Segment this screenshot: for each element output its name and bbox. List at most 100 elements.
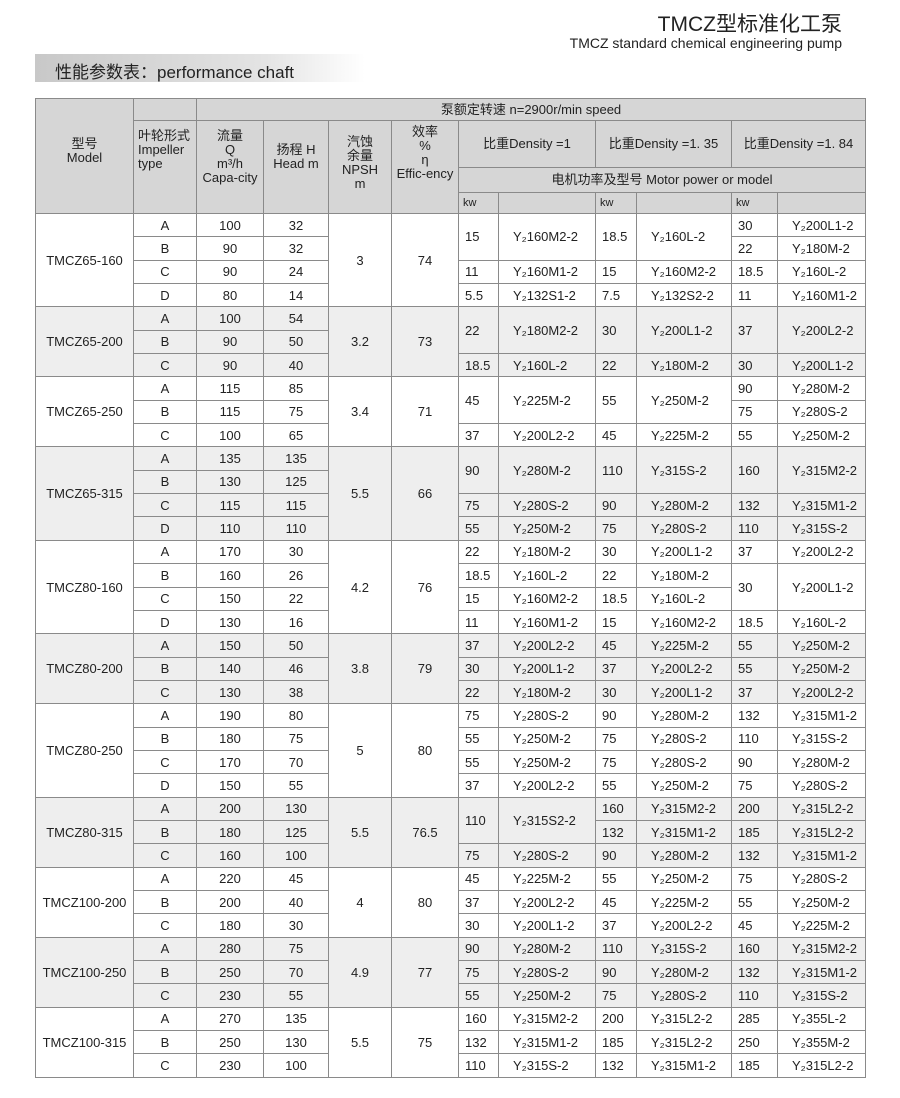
motor-kw-cell: 110	[595, 446, 637, 495]
impeller-type-cell: B	[133, 819, 197, 845]
motor-model-cell: Y₂200L1-2	[498, 913, 596, 938]
motor-model-cell: Y₂250M-2	[636, 773, 732, 798]
motor-model-cell: Y₂180M-2	[776, 236, 867, 261]
motor-kw-cell: 55	[595, 376, 637, 425]
table-row: TMCZ80-160 A 170 30 4.2 76 22 Y₂180M-2 30 Y₂200L1…	[35, 539, 867, 635]
motor-model-cell: Y₂250M-2	[776, 423, 867, 448]
npsh-cell: 5.5	[328, 1006, 392, 1078]
motor-kw-cell: 55	[731, 423, 778, 448]
motor-model-cell: Y₂160M1-2	[498, 259, 596, 285]
motor-model-cell: Y₂225M-2	[636, 423, 732, 448]
table-row: TMCZ65-250 A 115 85 3.4 71 45 Y₂225M-2 55 Y₂250M-…	[35, 376, 867, 448]
motor-model-cell: Y₂200L1-2	[498, 656, 596, 681]
model-cell: TMCZ80-160	[35, 539, 134, 635]
impeller-type-cell: D	[133, 516, 197, 541]
section-header: 性能参数表：performance chaft	[35, 54, 365, 82]
efficiency-cell: 74	[391, 212, 459, 308]
head-cell: 40	[263, 353, 329, 378]
table-row: TMCZ80-315 A 200 130 5.5 76.5 110 Y₂315S2-2 160 Y…	[35, 796, 867, 868]
motor-model-cell: Y₂225M-2	[636, 889, 732, 915]
motor-kw-cell: 110	[731, 516, 778, 541]
head-cell: 130	[263, 1030, 329, 1055]
motor-model-cell: Y₂280S-2	[636, 749, 732, 775]
motor-model-cell: Y₂200L2-2	[498, 423, 596, 448]
page-subtitle: TMCZ standard chemical engineering pump	[569, 35, 842, 51]
table-row: B 130 125	[36, 469, 866, 495]
motor-model-cell: Y₂200L1-2	[636, 306, 732, 355]
impeller-type-cell: D	[133, 773, 197, 798]
impeller-type-cell: B	[133, 329, 197, 355]
impeller-type-cell: C	[133, 586, 197, 611]
impeller-type-cell: B	[133, 726, 197, 751]
impeller-type-cell: C	[133, 913, 197, 938]
table-row: B 90 32 22 Y₂180M-2	[36, 236, 867, 261]
motor-kw-cell: 37	[731, 679, 778, 705]
motor-model-cell: Y₂225M-2	[498, 376, 596, 425]
motor-model-cell: Y₂280S-2	[636, 726, 732, 751]
motor-kw-cell: 75	[458, 843, 499, 868]
motor-model-cell: Y₂315S-2	[776, 516, 867, 541]
motor-kw-cell: 18.5	[458, 563, 499, 588]
model-cell: TMCZ80-315	[35, 796, 134, 868]
motor-model-cell: Y₂315L2-2	[776, 819, 867, 845]
motor-model-cell: Y₂280S-2	[498, 959, 596, 985]
head-cell: 50	[263, 633, 329, 658]
motor-kw-cell: 90	[595, 959, 637, 985]
impeller-type-cell: A	[133, 1006, 197, 1032]
motor-model-cell: Y₂280M-2	[776, 376, 867, 401]
table-row: C 90 40 18.5 Y₂160L-2 22 Y₂180M-2 30 Y₂200L1-2	[36, 353, 867, 378]
motor-kw-cell: 37	[458, 423, 499, 448]
capacity-cell: 170	[196, 539, 264, 565]
table-row: B 250 130 132 Y₂315M1-2 185 Y₂315L2-2 250 Y₂355M…	[36, 1030, 867, 1055]
motor-kw-cell: 132	[458, 1030, 499, 1055]
table-row: B 90 50	[36, 329, 866, 355]
col-header-model: 型号 Model	[35, 98, 134, 214]
motor-model-cell: Y₂250M-2	[498, 983, 596, 1008]
motor-kw-cell: 45	[595, 633, 637, 658]
impeller-type-cell: C	[133, 423, 197, 448]
motor-kw-cell: 55	[731, 656, 778, 681]
capacity-cell: 230	[196, 983, 264, 1008]
motor-model-cell: Y₂180M-2	[636, 563, 732, 588]
page-title: TMCZ型标准化工泵	[657, 13, 842, 36]
head-cell: 75	[263, 726, 329, 751]
motor-kw-cell: 285	[731, 1006, 778, 1032]
impeller-type-cell: D	[133, 609, 197, 635]
motor-model-cell: Y₂250M-2	[636, 866, 732, 891]
table-row: TMCZ80-200 A 150 50 3.8 79 37 Y₂200L2-2 45 Y₂225M…	[35, 633, 867, 705]
kw-header: kw	[595, 192, 637, 214]
density-135-header: 比重Density =1. 35	[595, 120, 732, 168]
section-title: 性能参数表：performance chaft	[55, 63, 295, 82]
efficiency-cell: 71	[391, 376, 459, 448]
motor-model-cell: Y₂280S-2	[636, 516, 732, 541]
motor-model-cell: Y₂315M2-2	[776, 936, 867, 962]
motor-model-cell: Y₂315M1-2	[636, 1053, 732, 1078]
motor-kw-cell: 160	[731, 936, 778, 962]
capacity-cell: 150	[196, 633, 264, 658]
speed-header: 泵额定转速 n=2900r/min speed	[195, 98, 867, 121]
head-cell: 65	[263, 423, 329, 448]
motor-kw-cell: 37	[458, 633, 499, 658]
capacity-cell: 170	[196, 749, 264, 775]
capacity-cell: 250	[196, 1030, 264, 1055]
motor-model-cell: Y₂280S-2	[498, 493, 596, 518]
motor-model-cell: Y₂315M2-2	[498, 1006, 596, 1032]
impeller-type-cell: A	[133, 796, 197, 821]
table-row: B 250 70 75 Y₂280S-2 90 Y₂280M-2 132 Y₂315M1-2	[36, 959, 867, 985]
motor-model-cell: Y₂315M1-2	[776, 703, 867, 728]
motor-kw-cell: 55	[595, 773, 637, 798]
head-cell: 75	[263, 399, 329, 425]
motor-model-cell: Y₂250M-2	[498, 516, 596, 541]
motor-kw-cell: 15	[458, 213, 499, 261]
efficiency-cell: 75	[391, 1006, 459, 1078]
motor-model-cell: Y₂132S2-2	[636, 283, 732, 308]
efficiency-cell: 66	[391, 446, 459, 541]
motor-kw-cell: 37	[731, 539, 778, 565]
capacity-cell: 130	[196, 609, 264, 635]
motor-kw-cell: 132	[731, 493, 778, 518]
capacity-cell: 110	[196, 516, 264, 541]
motor-kw-cell: 37	[731, 306, 778, 355]
col-header-npsh: 汽蚀 余量 NPSH m	[328, 120, 392, 214]
motor-model-cell: Y₂280M-2	[498, 936, 596, 962]
table-row: C 115 115 75 Y₂280S-2 90 Y₂280M-2 132 Y₂315M1-2	[36, 493, 867, 518]
